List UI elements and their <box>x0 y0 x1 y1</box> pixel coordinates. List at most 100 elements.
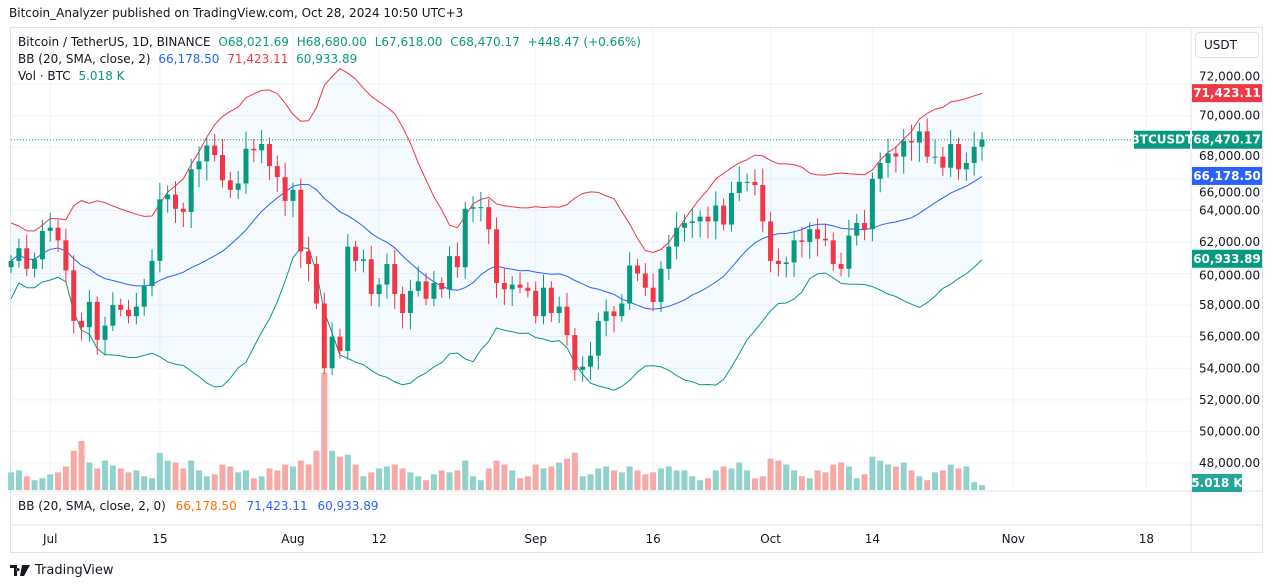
candle-body <box>368 259 374 295</box>
candle-body <box>940 156 946 168</box>
volume-bar <box>235 472 242 490</box>
candle-body <box>775 260 781 265</box>
candle-body <box>16 248 22 261</box>
candle-body <box>658 268 664 302</box>
publisher-line: Bitcoin_Analyzer published on TradingVie… <box>9 6 464 20</box>
price-tick-label: 54,000.00 <box>1199 361 1260 375</box>
volume-bar <box>947 464 954 490</box>
bb-pane-label[interactable]: BB (20, SMA, close, 2, 0) <box>18 499 166 513</box>
time-tick-label: 14 <box>865 532 880 546</box>
candle-body <box>39 230 45 260</box>
candle-body <box>822 238 828 241</box>
bb-basis-value: 66,178.50 <box>158 52 220 66</box>
price-tick-label: 62,000.00 <box>1199 235 1260 249</box>
volume-bar <box>329 450 336 490</box>
volume-bar <box>39 478 46 490</box>
volume-bar <box>963 466 970 490</box>
vol-value: 5.018 K <box>78 69 125 83</box>
candle-body <box>47 227 53 231</box>
candle-body <box>815 229 821 239</box>
change-value: +448.47 (+0.66%) <box>527 35 641 49</box>
candle-body <box>768 221 774 261</box>
volume-bar <box>736 462 743 490</box>
chart-legend: Bitcoin / TetherUS, 1D, BINANCE O68,021.… <box>18 34 645 85</box>
volume-bar <box>540 468 547 490</box>
volume-bar <box>470 476 477 490</box>
volume-bar <box>877 460 884 490</box>
candle-body <box>916 131 922 143</box>
price-tick-label: 60,000.00 <box>1199 268 1260 282</box>
volume-bar <box>462 460 469 490</box>
symbol-badge: BTCUSDT <box>1131 133 1194 147</box>
volume-bar <box>587 474 594 490</box>
volume-bar <box>751 478 758 490</box>
vol-label[interactable]: Vol · BTC <box>18 69 71 83</box>
candle-body <box>259 144 265 151</box>
candle-body <box>298 189 304 252</box>
volume-bar <box>407 472 414 490</box>
bb-pane-upper: 71,423.11 <box>246 499 308 513</box>
candle-body <box>650 287 656 302</box>
volume-bar <box>610 470 617 490</box>
volume-bar <box>728 468 735 490</box>
legend-symbol-row: Bitcoin / TetherUS, 1D, BINANCE O68,021.… <box>18 34 645 51</box>
candle-body <box>157 199 163 261</box>
candle-body <box>744 181 750 183</box>
volume-bar <box>274 470 281 490</box>
upper-band-badge: 71,423.11 <box>1193 86 1261 100</box>
volume-bar <box>642 474 649 490</box>
candle-body <box>71 270 77 321</box>
candle-body <box>110 305 116 326</box>
volume-bar <box>446 472 453 490</box>
candle-body <box>266 144 272 167</box>
candle-body <box>501 282 507 290</box>
candle-body <box>212 145 218 156</box>
candle-body <box>282 177 288 201</box>
candle-body <box>862 222 868 230</box>
last-price-badge: 68,470.17 <box>1193 133 1261 147</box>
bb-label[interactable]: BB (20, SMA, close, 2) <box>18 52 151 66</box>
candle-body <box>204 145 210 162</box>
basis-badge-bg <box>1192 166 1262 185</box>
candle-body <box>838 264 844 269</box>
candle-body <box>431 282 437 299</box>
volume-bar <box>477 480 484 490</box>
candle-body <box>24 248 30 269</box>
volume-bar <box>117 468 124 490</box>
currency-button[interactable]: USDT <box>1195 32 1259 58</box>
candle-body <box>877 162 883 179</box>
candle-body <box>611 311 617 317</box>
candle-body <box>924 131 930 157</box>
candle-body <box>384 264 390 285</box>
volume-bar <box>211 474 218 490</box>
footer-brand: TradingView <box>35 563 114 578</box>
volume-bar <box>423 480 430 490</box>
volume-bar <box>305 464 312 490</box>
candle-body <box>752 181 758 186</box>
candle-body <box>791 240 797 263</box>
price-tick-label: 70,000.00 <box>1199 109 1260 123</box>
volume-bar <box>360 476 367 490</box>
symbol-badge-bg <box>1134 130 1190 149</box>
volume-badge-bg <box>1192 474 1242 492</box>
volume-bar <box>156 452 163 490</box>
candle-body <box>188 169 194 212</box>
tradingview-footer: TradingView <box>10 563 114 578</box>
candle-body <box>447 256 453 290</box>
volume-bar <box>219 464 226 490</box>
volume-bar <box>798 476 805 490</box>
price-tick-label: 48,000.00 <box>1199 456 1260 470</box>
candle-body <box>32 259 38 269</box>
candle-body <box>948 144 954 168</box>
candle-body <box>674 227 680 247</box>
volume-bar <box>783 464 790 490</box>
volume-bar <box>509 470 516 490</box>
symbol-title[interactable]: Bitcoin / TetherUS, 1D, BINANCE <box>18 35 211 49</box>
candle-body <box>400 294 406 313</box>
price-tick-label: 66,000.00 <box>1199 185 1260 199</box>
volume-bar <box>775 460 782 490</box>
candle-body <box>102 325 108 340</box>
volume-bar <box>806 478 813 490</box>
candle-body <box>376 284 382 295</box>
